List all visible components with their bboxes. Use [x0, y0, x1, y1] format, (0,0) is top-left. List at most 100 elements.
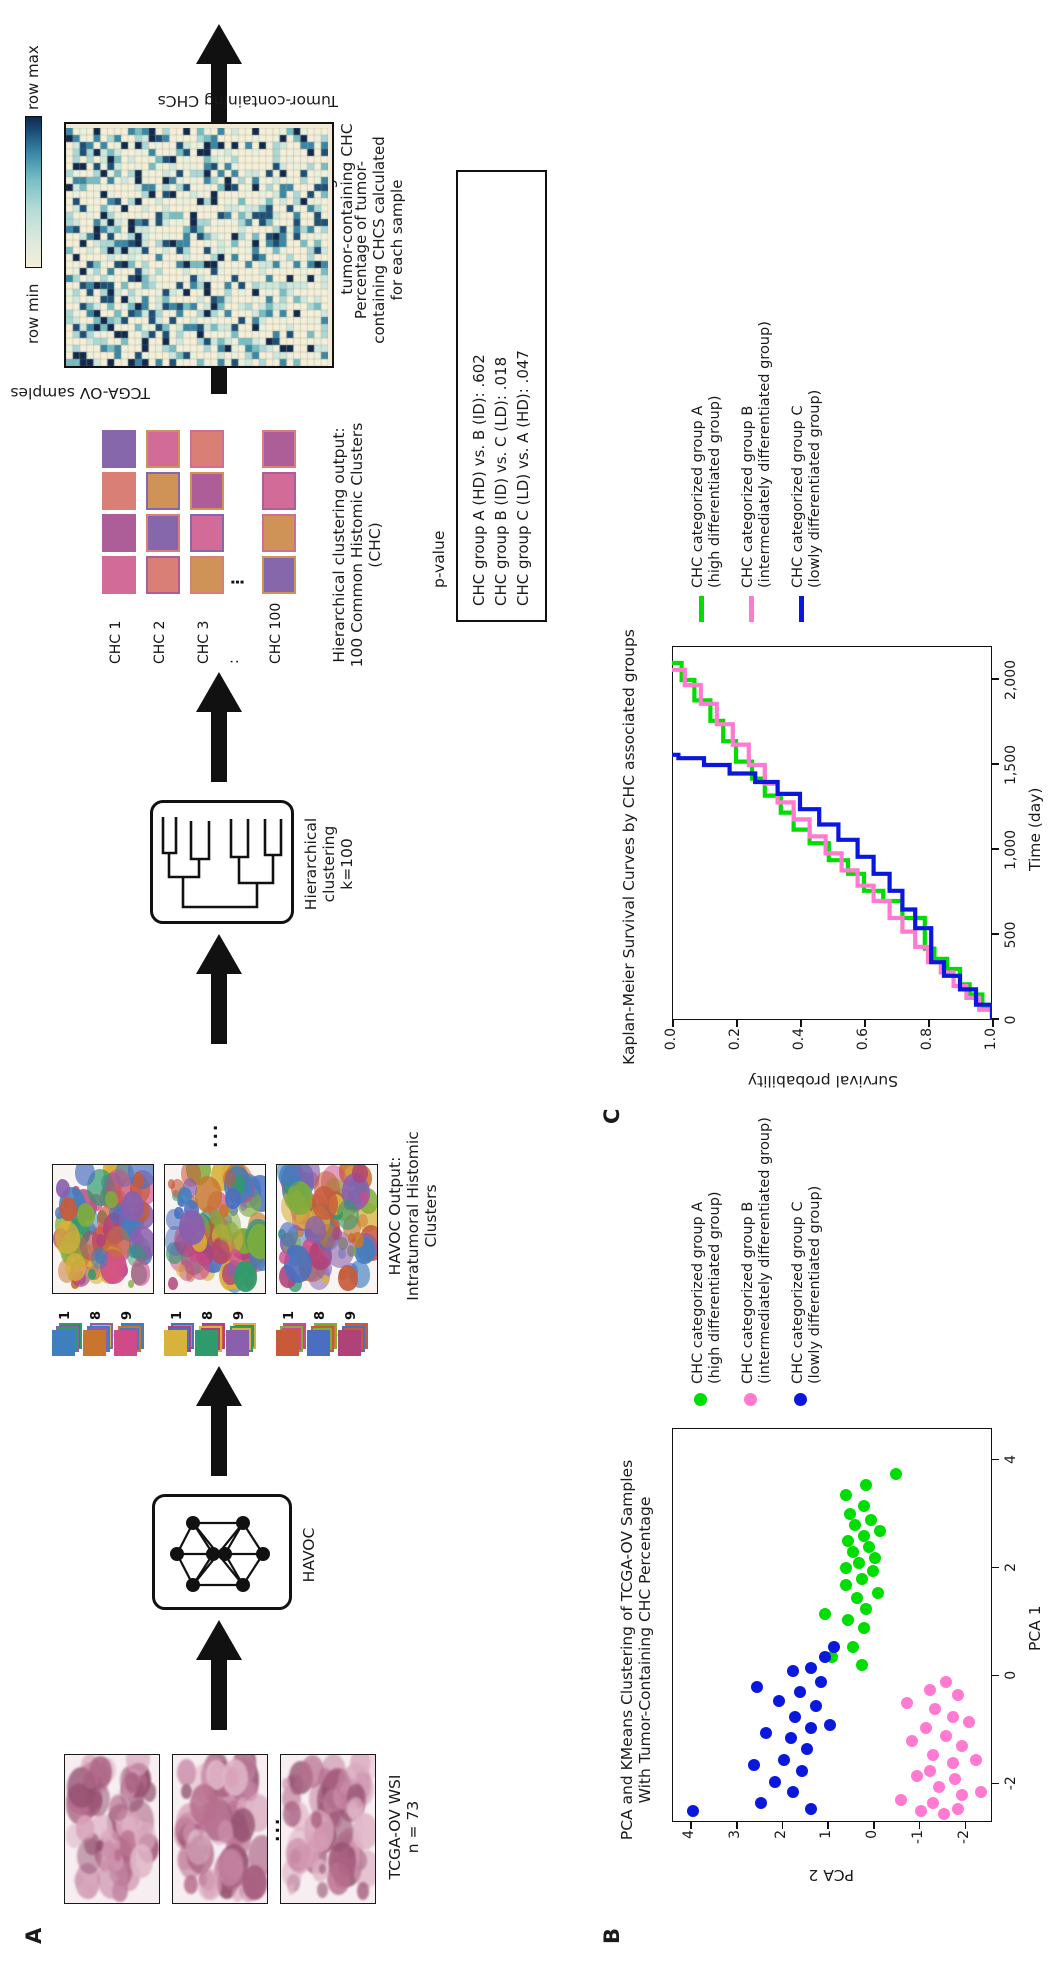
chc-tile — [146, 430, 180, 468]
y-tick — [800, 1020, 802, 1027]
scatter-point — [906, 1735, 918, 1748]
y-tick-label: 1.0 — [983, 1028, 999, 1051]
scatter-point — [869, 1551, 882, 1564]
panel-b-letter: B — [600, 1927, 624, 1944]
arrow-4 — [196, 670, 242, 782]
pvalue-box: CHC group A (HD) vs. B (ID): .602 CHC gr… — [456, 170, 548, 622]
scatter-point — [963, 1716, 976, 1729]
scatter-point — [915, 1805, 928, 1818]
scatter-point — [894, 1794, 907, 1807]
legend-marker — [744, 1393, 757, 1406]
chc-label: : — [226, 659, 242, 664]
x-axis-title: Time (day) — [1026, 787, 1044, 871]
panelA-step-wsi-thumbnails: ... — [64, 1754, 376, 1904]
wsi-thumbnail — [280, 1754, 376, 1904]
scatter-point — [853, 1556, 866, 1569]
scatter-point — [839, 1578, 852, 1591]
caption-line: (CHC) — [366, 522, 384, 568]
scatter-point — [839, 1489, 852, 1502]
scatter-point — [778, 1753, 790, 1766]
arrow-3 — [196, 932, 242, 1044]
scatter-point — [901, 1697, 914, 1710]
scatter-point — [933, 1780, 946, 1793]
scatter-point — [970, 1753, 982, 1766]
legend-marker — [694, 1393, 707, 1406]
legend-marker — [749, 596, 754, 622]
y-tick-label: 0 — [864, 1830, 881, 1839]
caption-line: Percentage of tumor- — [352, 160, 370, 320]
scatter-point — [789, 1710, 802, 1723]
chc-tile — [190, 514, 224, 552]
y-axis-title: PCA 2 — [808, 1866, 854, 1884]
legend-label: CHC categorized group A (high differentia… — [690, 1191, 724, 1384]
y-tick-label: -2 — [955, 1830, 972, 1844]
scatter-point — [951, 1689, 964, 1702]
vertical-ellipsis: ⋮ — [228, 574, 247, 590]
scatter-point — [750, 1681, 763, 1694]
scatter-point — [938, 1807, 950, 1820]
scatter-point — [940, 1729, 953, 1742]
scatter-point — [805, 1802, 818, 1815]
scatter-point — [855, 1573, 868, 1586]
legend-marker — [799, 596, 804, 622]
chc-tile-number: 9 — [120, 1310, 135, 1320]
chc-tile — [190, 430, 224, 468]
x-tick — [992, 1782, 999, 1785]
y-tick — [736, 1020, 738, 1027]
intratumoral-cluster-overlay — [52, 1164, 154, 1294]
chc-tile-stack: 1 — [276, 1311, 306, 1356]
intratumoral-cluster-overlay — [164, 1164, 266, 1294]
panelA-caption-4: Hierarchical clustering output: 100 Comm… — [330, 390, 384, 700]
scatter-point — [860, 1478, 873, 1491]
scatter-point — [862, 1540, 875, 1553]
chc-tile-number: 1 — [170, 1310, 185, 1320]
y-tick — [918, 1822, 921, 1829]
scatter-point — [919, 1721, 932, 1734]
scatter-point — [858, 1529, 870, 1542]
chc-tile-stack: 1 — [52, 1311, 82, 1356]
scatter-point — [823, 1718, 836, 1731]
scatter-point — [951, 1802, 964, 1815]
y-tick-label: 2 — [772, 1830, 789, 1839]
scatter-point — [796, 1764, 809, 1777]
scatter-point — [974, 1786, 987, 1799]
chc-tile-stack: 9 — [226, 1310, 256, 1356]
chc-tile-number: 9 — [232, 1310, 247, 1320]
panelA-caption-0: TCGA-OV WSI n = 73 — [386, 1732, 422, 1922]
x-axis-title: PCA 1 — [1026, 1605, 1044, 1651]
scatter-point — [805, 1721, 818, 1734]
scatter-point — [787, 1786, 800, 1799]
colorbar-max-label: row max — [24, 45, 42, 110]
scatter-point — [910, 1770, 923, 1783]
scatter-point — [924, 1683, 937, 1696]
caption-line: HAVOC Output: — [386, 1156, 404, 1276]
chc-tile — [262, 472, 296, 510]
title-line: With Tumor-Containing CHC Percentage — [636, 1496, 654, 1804]
panel-c-letter: C — [600, 1108, 624, 1124]
legend-label: CHC categorized group C (lowly differenti… — [790, 389, 824, 588]
panelA-caption-1: HAVOC — [300, 1485, 318, 1625]
y-tick — [964, 1822, 967, 1829]
x-tick — [992, 848, 999, 850]
scatter-point — [928, 1702, 941, 1715]
y-tick — [928, 1020, 930, 1027]
caption-line: Intratumoral Histomic — [404, 1131, 422, 1301]
pvalue-title: p-value — [430, 530, 448, 588]
ellipsis: ... — [202, 1122, 222, 1148]
chc-label: CHC 2 — [152, 620, 168, 664]
chc-tile — [262, 430, 296, 468]
y-tick — [690, 1822, 692, 1829]
scatter-point — [773, 1694, 786, 1707]
y-tick-label: 0.8 — [919, 1028, 935, 1051]
dendrogram-icon — [150, 800, 294, 924]
scatter-point — [924, 1764, 937, 1777]
scatter-point — [956, 1740, 969, 1753]
caption-line: for each sample — [388, 179, 406, 301]
scatter-point — [784, 1732, 797, 1745]
arrow-6 — [196, 22, 242, 134]
panelA-step-havoc-output: 981⋮981⋮981⋮... — [52, 1066, 382, 1356]
chc-tile — [146, 514, 180, 552]
panel-c-title: Kaplan-Meier Survival Curves by CHC asso… — [620, 629, 638, 1065]
scatter-point — [947, 1756, 960, 1769]
chc-tile-stack: 8 — [83, 1311, 113, 1356]
